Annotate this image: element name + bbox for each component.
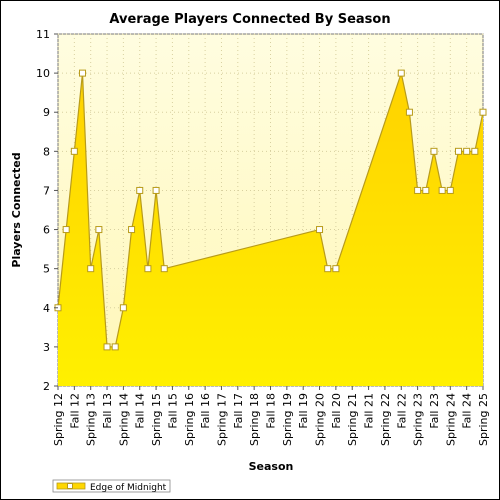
data-point [454,147,462,155]
x-tick-label: Spring 20 [314,393,327,446]
data-point [70,147,78,155]
data-point [430,147,438,155]
data-point [119,304,127,312]
x-tick-label: Fall 24 [461,393,474,429]
x-tick-label: Fall 14 [134,393,147,429]
x-tick-label: Fall 20 [330,393,343,429]
series-line [57,70,484,348]
x-axis-label: Season [249,460,294,473]
data-point [414,186,422,194]
data-point [397,69,405,77]
x-tick-label: Spring 21 [346,393,359,446]
y-tick-label: 9 [43,106,50,119]
data-point [111,343,119,351]
x-tick-label: Spring 22 [379,393,392,446]
x-axis-ticks: Spring 12 Fall 12 Spring 13 Fall 13 Spring 1… [52,386,490,446]
x-tick-label: Spring 25 [477,393,490,446]
x-tick-label: Spring 16 [183,393,196,446]
x-tick-label: Fall 16 [199,393,212,429]
x-tick-label: Spring 19 [281,393,294,446]
data-point [463,147,471,155]
data-point [479,108,487,116]
series-area [58,73,483,386]
data-point [128,226,136,234]
y-tick-label: 5 [43,263,50,276]
x-tick-label: Spring 14 [117,393,130,446]
data-point [405,108,413,116]
y-axis-ticks: 2 3 4 5 6 7 8 9 10 11 [36,28,58,393]
data-point [95,226,103,234]
series-area-layer [57,70,484,386]
y-tick-label: 3 [43,341,50,354]
x-tick-label: Fall 22 [395,393,408,429]
x-tick-label: Fall 17 [232,393,245,429]
data-point [471,147,479,155]
data-point [316,226,324,234]
data-point [324,265,332,273]
y-tick-label: 8 [43,145,50,158]
data-point [87,265,95,273]
x-tick-label: Spring 24 [444,393,457,446]
data-point [446,186,454,194]
x-tick-label: Fall 18 [265,393,278,429]
legend-label: Edge of Midnight [90,483,167,493]
x-tick-label: Spring 23 [412,393,425,446]
data-point [136,186,144,194]
x-tick-label: Spring 18 [248,393,261,446]
data-point [79,69,87,77]
y-tick-label: 6 [43,224,50,237]
x-tick-label: Spring 15 [150,393,163,446]
series-markers [54,69,487,351]
x-tick-label: Spring 13 [85,393,98,446]
x-tick-label: Fall 12 [68,393,81,429]
y-tick-label: 2 [43,380,50,393]
x-tick-label: Fall 21 [363,393,376,429]
y-tick-label: 7 [43,184,50,197]
data-point [160,265,168,273]
y-axis-label: Players Connected [10,152,23,267]
data-point [422,186,430,194]
data-point [62,226,70,234]
data-point [332,265,340,273]
x-tick-label: Fall 15 [166,393,179,429]
data-point [144,265,152,273]
x-tick-label: Fall 19 [297,393,310,429]
x-tick-label: Fall 23 [428,393,441,429]
y-tick-label: 4 [43,302,50,315]
legend-marker [67,483,73,489]
x-tick-label: Spring 12 [52,393,65,446]
x-tick-label: Spring 17 [215,393,228,446]
data-point [103,343,111,351]
x-tick-label: Fall 13 [101,393,114,429]
y-tick-label: 11 [36,28,50,41]
data-point [438,186,446,194]
legend: Edge of Midnight [52,479,171,493]
data-point [152,186,160,194]
chart-title: Average Players Connected By Season [109,12,390,27]
y-tick-label: 10 [36,67,50,80]
